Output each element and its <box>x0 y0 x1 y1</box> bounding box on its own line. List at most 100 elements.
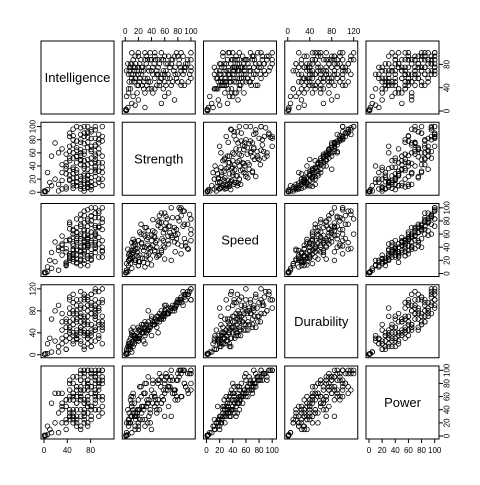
data-point <box>182 297 189 303</box>
data-point <box>228 390 234 396</box>
data-point <box>92 305 98 311</box>
data-point <box>73 423 80 429</box>
data-point <box>392 316 398 322</box>
data-point <box>431 288 438 295</box>
data-point <box>181 294 188 300</box>
data-point <box>425 232 431 239</box>
data-point <box>331 374 338 380</box>
data-point <box>309 393 316 400</box>
data-point <box>55 302 62 309</box>
data-point <box>150 216 156 223</box>
data-point <box>264 150 270 156</box>
data-point <box>405 243 412 249</box>
panel-frame <box>365 203 440 277</box>
data-point <box>136 79 143 85</box>
data-point <box>379 68 385 74</box>
data-point <box>382 255 389 262</box>
data-point <box>154 410 160 416</box>
data-point <box>366 270 373 276</box>
data-point <box>386 335 392 341</box>
tick-label: 40 <box>29 328 38 337</box>
data-point <box>382 68 389 74</box>
data-point <box>382 61 389 67</box>
data-point <box>70 164 76 170</box>
data-point <box>309 173 316 180</box>
data-point <box>258 50 264 56</box>
data-point <box>77 313 84 320</box>
data-point <box>315 380 321 387</box>
data-point <box>418 321 425 328</box>
data-point <box>147 407 153 413</box>
tick-label: 100 <box>184 27 198 36</box>
data-point <box>256 299 262 306</box>
data-point <box>84 420 91 426</box>
data-point <box>216 102 223 108</box>
data-point <box>267 367 273 374</box>
data-point <box>309 390 316 396</box>
data-point <box>99 219 105 225</box>
data-point <box>415 173 421 180</box>
data-point <box>402 68 408 74</box>
data-point <box>249 57 256 63</box>
data-point <box>185 246 192 252</box>
data-point <box>402 305 408 311</box>
data-point <box>386 253 392 259</box>
data-point <box>48 153 55 159</box>
data-point <box>73 332 80 339</box>
data-point <box>418 319 425 325</box>
data-point <box>309 71 316 77</box>
data-point <box>304 236 310 243</box>
data-point <box>386 247 392 254</box>
data-point <box>399 161 405 168</box>
data-point <box>188 286 194 292</box>
data-point <box>379 258 385 265</box>
data-point <box>63 332 69 339</box>
tick-label: 100 <box>443 363 452 377</box>
data-point <box>127 397 134 403</box>
data-point <box>392 175 398 181</box>
data-point <box>409 169 415 176</box>
data-point <box>345 384 351 390</box>
data-point <box>123 93 130 100</box>
data-point <box>348 71 354 77</box>
data-point <box>389 181 395 188</box>
data-point <box>392 244 398 250</box>
data-point <box>70 330 76 336</box>
data-point <box>307 255 313 262</box>
data-point <box>99 164 105 170</box>
data-point <box>211 335 218 341</box>
data-point <box>412 75 418 82</box>
data-point <box>323 397 329 403</box>
data-point <box>307 397 313 403</box>
data-point <box>395 251 402 257</box>
panel-power-vs-durability <box>284 365 359 440</box>
data-point <box>129 400 135 406</box>
data-point <box>395 182 402 189</box>
data-point <box>218 172 225 178</box>
data-point <box>399 330 405 336</box>
data-point <box>70 155 76 161</box>
data-point <box>304 181 310 188</box>
data-point <box>188 57 194 63</box>
data-point <box>84 332 91 339</box>
data-point <box>301 262 307 269</box>
data-point <box>73 413 80 419</box>
data-point <box>213 167 220 173</box>
data-point <box>88 321 94 328</box>
data-point <box>77 397 84 403</box>
data-point <box>143 380 149 387</box>
data-point <box>418 313 425 320</box>
data-point <box>96 308 102 314</box>
panel-frame <box>203 121 277 196</box>
data-point <box>247 123 254 130</box>
data-point <box>331 71 338 77</box>
data-point <box>255 374 261 380</box>
data-point <box>326 216 332 222</box>
data-point <box>399 327 405 333</box>
data-point <box>81 171 87 177</box>
data-point <box>228 324 235 330</box>
panel-frame <box>121 40 196 115</box>
data-point <box>379 86 385 92</box>
data-point <box>216 305 223 311</box>
data-point <box>81 260 87 267</box>
